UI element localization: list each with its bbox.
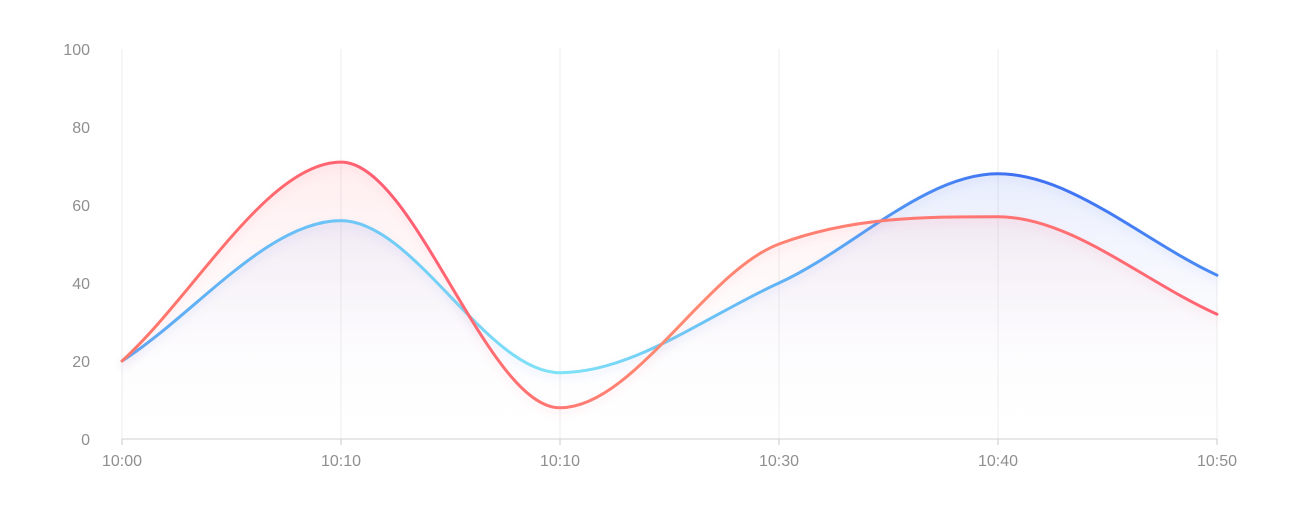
series-1-line: [120, 172, 1219, 375]
x-tick-label: 10:10: [540, 453, 580, 470]
series-lines: [120, 160, 1219, 410]
series-2-area: [122, 162, 1217, 439]
y-tick-label: 40: [72, 276, 90, 293]
y-tick-label: 100: [63, 42, 90, 59]
y-axis-labels: 0 20 40 60 80 100: [63, 42, 90, 449]
x-tick-label: 10:00: [102, 453, 142, 470]
area-fills: [122, 162, 1217, 440]
x-axis: 10:00 10:10 10:10 10:30 10:40 10:50: [102, 438, 1237, 470]
x-tick-label: 10:50: [1197, 453, 1237, 470]
x-tick-label: 10:10: [321, 453, 361, 470]
y-tick-label: 0: [81, 432, 90, 449]
y-tick-label: 20: [72, 354, 90, 371]
series-2-line: [120, 160, 1219, 410]
y-tick-label: 80: [72, 120, 90, 137]
x-tick-label: 10:30: [759, 453, 799, 470]
y-tick-label: 60: [72, 198, 90, 215]
x-tick-label: 10:40: [978, 453, 1018, 470]
